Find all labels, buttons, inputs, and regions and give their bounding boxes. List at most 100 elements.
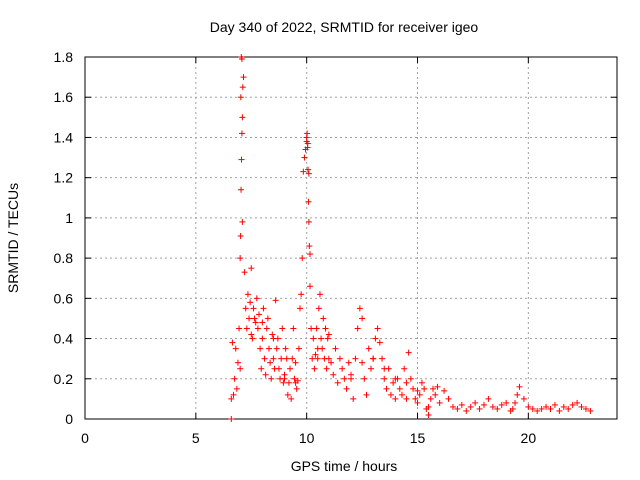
y-tick-label: 1.2 (54, 170, 74, 186)
data-point (314, 355, 321, 362)
data-point (547, 405, 554, 412)
data-point (259, 335, 266, 342)
data-point (363, 391, 370, 398)
data-point (458, 401, 465, 408)
data-point (509, 405, 516, 412)
data-point (293, 385, 300, 392)
data-point (309, 355, 316, 362)
data-point (449, 403, 456, 410)
data-point (232, 345, 239, 352)
data-point (305, 170, 312, 177)
data-point (445, 395, 452, 402)
x-tick-label: 0 (81, 430, 89, 446)
data-point (313, 325, 320, 332)
data-point (258, 365, 265, 372)
data-point (244, 291, 251, 298)
data-point (390, 379, 397, 386)
data-point (298, 291, 305, 298)
data-point (249, 335, 256, 342)
data-point (401, 365, 408, 372)
data-point (485, 395, 492, 402)
data-point (279, 325, 286, 332)
data-point (314, 345, 321, 352)
y-tick-label: 0.8 (54, 250, 74, 266)
data-point (418, 379, 425, 386)
data-point (231, 375, 238, 382)
data-point (379, 355, 386, 362)
data-point (323, 365, 330, 372)
data-point (374, 325, 381, 332)
data-point (268, 375, 275, 382)
data-point (498, 401, 505, 408)
data-point (343, 385, 350, 392)
data-point (315, 305, 322, 312)
data-point (578, 403, 585, 410)
y-tick-label: 0.2 (54, 371, 74, 387)
data-point (250, 305, 257, 312)
data-point (248, 331, 255, 338)
data-point (297, 305, 304, 312)
data-point (301, 154, 308, 161)
y-tick-label: 0.6 (54, 290, 74, 306)
data-point (476, 405, 483, 412)
data-point (246, 315, 253, 322)
data-point (282, 345, 289, 352)
data-point (348, 375, 354, 382)
data-point (410, 385, 417, 392)
data-point (569, 401, 576, 408)
data-point (416, 391, 423, 398)
data-point (463, 407, 470, 414)
data-point (574, 399, 581, 406)
data-point (238, 186, 245, 193)
data-point (259, 319, 266, 326)
y-tick-label: 1.4 (54, 129, 74, 145)
data-point (556, 407, 563, 414)
data-point (354, 325, 361, 332)
data-point (467, 403, 474, 410)
data-point (332, 345, 339, 352)
data-point (238, 130, 245, 137)
y-tick-label: 1.8 (54, 49, 74, 65)
data-point (243, 325, 250, 332)
data-point (372, 335, 379, 342)
data-point (300, 168, 307, 175)
data-point (356, 305, 363, 312)
data-point (512, 399, 519, 406)
data-point (341, 375, 348, 382)
data-point (432, 391, 439, 398)
data-point (350, 395, 357, 402)
data-point (381, 375, 388, 382)
data-point (560, 403, 567, 410)
data-point (359, 315, 366, 322)
data-point (303, 134, 310, 141)
data-point (229, 339, 236, 346)
data-point (587, 407, 594, 414)
data-point (425, 411, 432, 418)
data-point (270, 355, 277, 362)
data-point (436, 399, 443, 406)
data-point (481, 401, 487, 408)
data-point (239, 114, 246, 121)
data-point (322, 325, 329, 332)
data-point (238, 56, 245, 63)
data-point (525, 403, 532, 410)
data-point (381, 365, 388, 372)
data-point (270, 335, 277, 342)
data-point (316, 291, 323, 298)
data-point (582, 405, 589, 412)
data-point (392, 375, 399, 382)
data-point (252, 319, 259, 326)
data-point (237, 365, 244, 372)
data-point (236, 325, 243, 332)
data-point (516, 383, 523, 390)
data-point (239, 84, 246, 91)
data-point (264, 315, 271, 322)
data-point (261, 355, 268, 362)
data-point (304, 166, 311, 173)
data-point (367, 365, 374, 372)
data-point (278, 355, 285, 362)
data-point (403, 395, 410, 402)
y-tick-label: 0.4 (54, 331, 74, 347)
data-point (240, 74, 247, 81)
